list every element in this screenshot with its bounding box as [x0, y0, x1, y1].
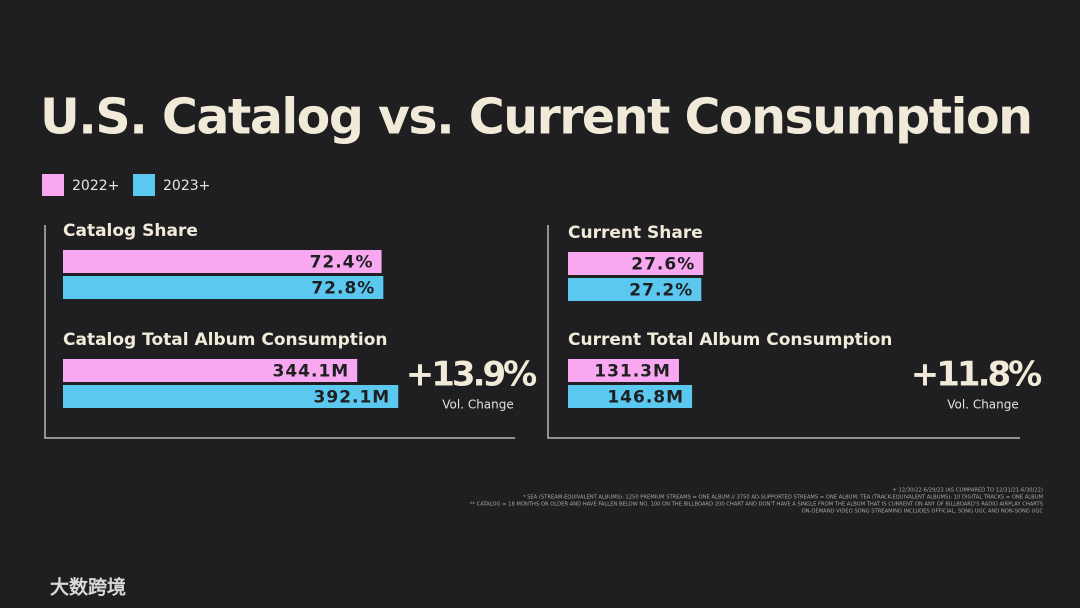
- value-label: 72.4%: [310, 253, 374, 273]
- legend-label: 2022+: [72, 178, 119, 194]
- panel-border: [547, 225, 1020, 439]
- legend-swatch: [133, 174, 155, 196]
- title: U.S. Catalog vs. Current Consumption: [40, 89, 1032, 146]
- footnotes: + 12/30/22-6/29/23 (AS COMPARED TO 12/31…: [470, 488, 1044, 515]
- chart-title: Catalog Total Album Consumption: [63, 330, 388, 350]
- chart-title: Catalog Share: [63, 221, 198, 241]
- value-label: 72.8%: [311, 279, 375, 299]
- bar: [568, 359, 679, 382]
- value-label: 392.1M: [314, 388, 391, 408]
- panel-border: [44, 225, 515, 439]
- legend-label: 2023+: [163, 178, 210, 194]
- change-label: Vol. Change: [442, 398, 514, 412]
- bar: [568, 385, 693, 408]
- change-value: +13.9%: [406, 355, 536, 395]
- bar: [63, 276, 384, 299]
- value-label: 27.6%: [631, 255, 695, 275]
- footnote: ** CATALOG = 18 MONTHS OR OLDER AND HAVE…: [470, 502, 1043, 508]
- bar: [568, 278, 702, 301]
- value-label: 27.2%: [629, 281, 693, 301]
- change-value: +11.8%: [911, 355, 1041, 395]
- bar: [63, 385, 399, 408]
- legend-swatch: [42, 174, 64, 196]
- chart-title: Current Share: [568, 223, 703, 243]
- footnote: ON-DEMAND VIDEO SONG STREAMING INCLUDES …: [802, 509, 1044, 515]
- change-label: Vol. Change: [947, 398, 1019, 412]
- bar: [63, 250, 382, 273]
- value-label: 146.8M: [607, 388, 684, 408]
- bar: [63, 359, 358, 382]
- watermark: 大数跨境: [50, 576, 126, 599]
- value-label: 344.1M: [273, 362, 350, 382]
- value-label: 131.3M: [594, 362, 671, 382]
- footnote: + 12/30/22-6/29/23 (AS COMPARED TO 12/31…: [893, 488, 1043, 494]
- bar: [568, 252, 704, 275]
- chart-title: Current Total Album Consumption: [568, 330, 892, 350]
- footnote: * SEA (STREAM-EQUIVALENT ALBUMS): 1250 P…: [523, 495, 1043, 501]
